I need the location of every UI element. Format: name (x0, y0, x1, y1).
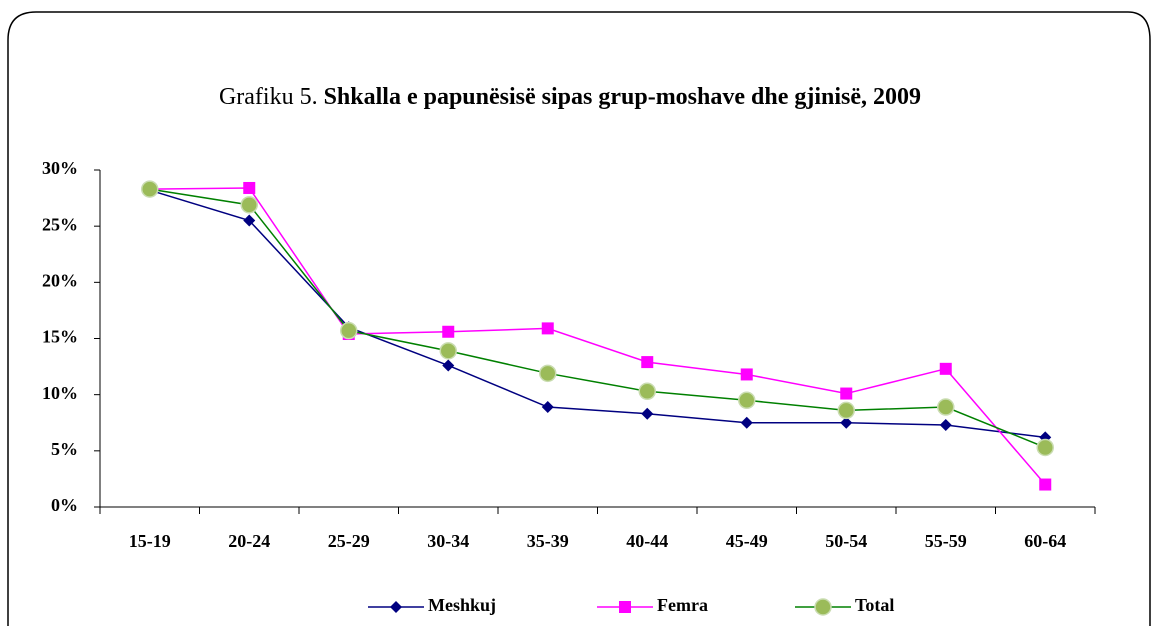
chart-frame (7, 11, 1151, 626)
marker (939, 418, 952, 431)
marker (240, 196, 258, 214)
marker (638, 382, 656, 401)
series-line (149, 188, 1046, 449)
marker (837, 401, 855, 420)
title-label: Grafiku 5. (218, 84, 318, 110)
marker (738, 391, 756, 410)
marker (619, 601, 631, 613)
marker (442, 325, 455, 338)
y-tick-label: 10% (42, 383, 78, 403)
chart-title: Grafiku 5. Shkalla e papunësisë sipas gr… (200, 82, 940, 112)
title-text: Shkalla e papunësisë sipas grup-moshave … (323, 84, 922, 110)
marker (937, 398, 955, 416)
marker (340, 321, 358, 340)
x-tick-label: 60-64 (1024, 531, 1066, 551)
legend-label: Femra (657, 595, 708, 615)
marker (539, 364, 557, 383)
legend-label: Total (855, 595, 894, 615)
y-tick-label: 15% (42, 327, 78, 347)
marker (641, 356, 654, 369)
marker (740, 368, 753, 381)
marker (243, 214, 256, 227)
x-tick-label: 50-54 (825, 531, 867, 551)
marker (1039, 478, 1052, 491)
x-tick-label: 35-39 (527, 531, 569, 551)
marker (390, 601, 402, 613)
marker (541, 401, 554, 414)
marker (1036, 438, 1054, 457)
marker (840, 387, 853, 400)
marker (840, 416, 853, 429)
marker (442, 359, 455, 372)
marker (641, 407, 654, 420)
y-tick-label: 30% (42, 158, 78, 178)
marker (141, 180, 159, 198)
series-line (149, 187, 1046, 486)
series-line (149, 189, 1046, 439)
marker (740, 416, 753, 429)
y-tick-label: 0% (51, 495, 78, 515)
x-tick-label: 30-34 (427, 531, 469, 551)
marker (439, 342, 457, 360)
marker (243, 181, 256, 194)
x-tick-label: 55-59 (925, 531, 967, 551)
y-tick-label: 5% (51, 439, 78, 459)
x-tick-label: 40-44 (626, 531, 668, 551)
marker (939, 362, 952, 375)
x-tick-label: 20-24 (228, 531, 270, 551)
x-tick-label: 15-19 (129, 531, 171, 551)
legend-label: Meshkuj (428, 595, 496, 615)
x-tick-label: 25-29 (328, 531, 370, 551)
x-tick-label: 45-49 (726, 531, 768, 551)
y-tick-label: 20% (42, 270, 78, 290)
marker (541, 322, 554, 335)
marker (814, 598, 832, 616)
y-tick-label: 25% (42, 214, 78, 234)
